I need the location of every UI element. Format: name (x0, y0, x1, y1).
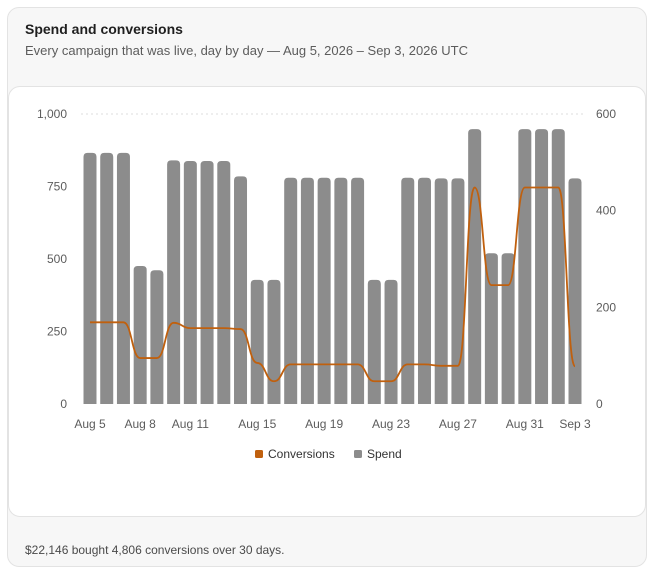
spend-bar (468, 129, 482, 404)
spend-bar (501, 253, 515, 404)
combo-chart: 0 250 500 750 1,000 0 200 400 600 Aug 5 Aug 8 Aug 1… (37, 107, 616, 461)
spend-bar (434, 178, 448, 404)
spend-bar (551, 129, 565, 404)
spend-bar (217, 160, 231, 404)
card-header: Spend and conversions Every campaign tha… (8, 8, 646, 86)
summary-footer: $22,146 bought 4,806 conversions over 30… (25, 543, 285, 557)
conversions-line (89, 186, 576, 383)
card-title: Spend and conversions (25, 21, 183, 37)
spend-bar (384, 279, 398, 404)
spend-bar (518, 129, 532, 404)
x-tick-label: Aug 5 (74, 417, 106, 431)
y-right-tick-label: 200 (596, 300, 616, 314)
y-left-tick-label: 500 (47, 252, 67, 266)
y-left-tick-label: 750 (47, 180, 67, 194)
spend-bar (100, 152, 114, 404)
spend-bar (183, 160, 197, 404)
chart-legend: Conversions Spend (255, 447, 402, 461)
spend-bar (116, 152, 130, 404)
spend-bar (234, 176, 248, 404)
y-left-tick-label: 250 (47, 325, 67, 339)
y-right-tick-label: 400 (596, 204, 616, 218)
spend-bar (401, 177, 415, 404)
legend-swatch-conversions (255, 450, 263, 458)
spend-bar (133, 265, 147, 404)
spend-bar (367, 279, 381, 404)
spend-bar (317, 177, 331, 404)
y-left-tick-label: 1,000 (37, 107, 67, 121)
spend-bar (417, 177, 431, 404)
legend-label-spend: Spend (367, 447, 402, 461)
spend-bar (334, 177, 348, 404)
y-left-tick-label: 0 (60, 397, 67, 411)
x-tick-label: Aug 31 (506, 417, 544, 431)
y-right-tick-label: 0 (596, 397, 603, 411)
x-tick-label: Aug 15 (238, 417, 276, 431)
spend-bar (300, 177, 314, 404)
x-tick-label: Aug 27 (439, 417, 477, 431)
x-tick-label: Sep 3 (559, 417, 591, 431)
spend-bar (167, 160, 181, 404)
x-tick-label: Aug 19 (305, 417, 343, 431)
spend-bar (484, 253, 498, 404)
spend-bar (568, 178, 582, 404)
spend-bar (284, 177, 298, 404)
spend-bar (83, 152, 97, 404)
spend-bar (351, 177, 365, 404)
spend-bar (535, 129, 549, 404)
x-tick-label: Aug 11 (172, 417, 209, 431)
x-tick-label: Aug 23 (372, 417, 410, 431)
chart-card: Spend and conversions Every campaign tha… (7, 7, 647, 567)
spend-bar (250, 279, 264, 404)
legend-swatch-spend (354, 450, 362, 458)
spend-bar (267, 279, 281, 404)
legend-label-conversions: Conversions (268, 447, 335, 461)
y-right-tick-label: 600 (596, 107, 616, 121)
x-tick-label: Aug 8 (124, 417, 156, 431)
card-subtitle: Every campaign that was live, day by day… (25, 43, 468, 58)
spend-bar (451, 178, 465, 404)
chart-panel: 0 250 500 750 1,000 0 200 400 600 Aug 5 Aug 8 Aug 1… (8, 86, 646, 517)
spend-bar (150, 270, 164, 404)
spend-bar (200, 160, 214, 404)
